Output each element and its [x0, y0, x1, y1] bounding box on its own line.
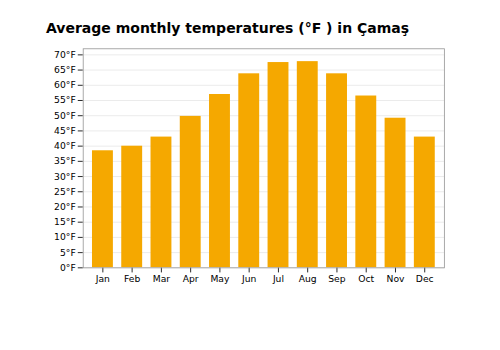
svg-text:Sep: Sep [328, 273, 345, 284]
svg-text:Feb: Feb [124, 273, 140, 284]
svg-text:55°F: 55°F [54, 94, 76, 105]
svg-text:15°F: 15°F [54, 216, 76, 227]
svg-text:30°F: 30°F [54, 170, 76, 181]
svg-text:Mar: Mar [153, 273, 171, 284]
svg-text:10°F: 10°F [54, 231, 76, 242]
svg-text:Oct: Oct [358, 273, 374, 284]
html-text:Average monthly temperatures (: Average monthly temperatures (°F ) in Ça… [46, 20, 410, 36]
svg-text:Nov: Nov [387, 273, 405, 284]
svg-text:25°F: 25°F [54, 186, 76, 197]
svg-text:20°F: 20°F [54, 201, 76, 212]
svg-text:50°F: 50°F [54, 110, 76, 121]
svg-text:60°F: 60°F [54, 79, 76, 90]
svg-text:Apr: Apr [183, 273, 199, 284]
svg-text:45°F: 45°F [54, 125, 76, 136]
svg-text:40°F: 40°F [54, 140, 76, 151]
svg-text:5°F: 5°F [60, 247, 76, 258]
svg-text:65°F: 65°F [54, 64, 76, 75]
svg-text:Dec: Dec [416, 273, 434, 284]
svg-text:35°F: 35°F [54, 155, 76, 166]
svg-text:Jul: Jul [272, 273, 284, 284]
svg-text:Jun: Jun [241, 273, 257, 284]
svg-text:May: May [210, 273, 230, 284]
svg-text:Aug: Aug [299, 273, 317, 284]
svg-text:Jan: Jan [95, 273, 110, 284]
svg-text:0°F: 0°F [60, 262, 76, 273]
svg-text:70°F: 70°F [54, 49, 76, 60]
